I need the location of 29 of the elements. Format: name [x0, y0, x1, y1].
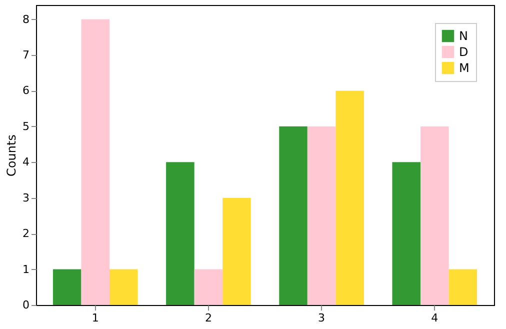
y-tick-label: 4 — [22, 156, 30, 169]
legend-label: D — [459, 45, 468, 59]
y-tick-label: 2 — [22, 227, 30, 240]
y-axis-title: Counts — [4, 134, 18, 176]
legend-label: N — [459, 29, 468, 43]
bar — [81, 19, 110, 305]
y-tick-label: 0 — [22, 298, 30, 312]
bar — [279, 126, 308, 305]
bar — [420, 126, 449, 305]
y-tick-label: 8 — [22, 12, 30, 26]
bar — [166, 162, 194, 305]
bar — [194, 269, 223, 305]
legend-label: M — [459, 61, 470, 75]
y-tick-label: 1 — [22, 262, 30, 276]
bar — [392, 162, 420, 305]
x-tick-label: 3 — [318, 312, 326, 324]
bar — [52, 269, 82, 305]
x-tick-label: 2 — [204, 312, 212, 324]
y-tick-label: 7 — [22, 48, 30, 62]
bar — [307, 126, 336, 305]
bar — [448, 269, 478, 305]
x-tick-label: 1 — [92, 312, 99, 324]
bar — [110, 269, 138, 305]
y-tick-label: 3 — [22, 191, 30, 204]
y-tick-label: 5 — [22, 120, 30, 133]
x-tick-label: 4 — [431, 312, 438, 324]
y-tick-label: 6 — [22, 84, 30, 98]
bar — [336, 90, 364, 305]
bar — [222, 198, 251, 305]
